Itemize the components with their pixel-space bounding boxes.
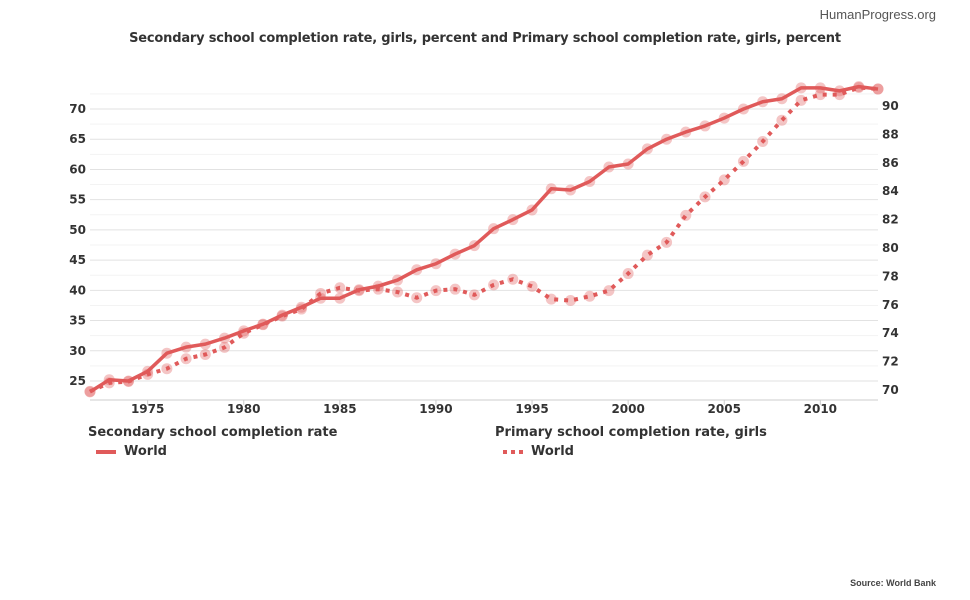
data-point [295, 303, 307, 315]
legend-item-secondary-world[interactable]: World [88, 444, 337, 459]
x-tick-label: 1990 [419, 402, 452, 416]
y-right-tick-label: 78 [882, 269, 899, 283]
y-right-tick-label: 88 [882, 127, 899, 141]
solid-line-swatch [96, 449, 116, 454]
x-tick-label: 2005 [708, 402, 741, 416]
y-right-tick-label: 86 [882, 156, 899, 170]
y-left-tick-label: 30 [69, 344, 86, 358]
y-right-tick-label: 76 [882, 298, 899, 312]
series-primary [84, 82, 884, 397]
data-point [776, 114, 788, 126]
legend-primary: Primary school completion rate, girls Wo… [495, 425, 767, 459]
y-left-tick-label: 45 [69, 253, 86, 267]
legend-item-primary-world[interactable]: World [495, 444, 767, 459]
data-point [564, 295, 576, 307]
y-left-tick-label: 65 [69, 132, 86, 146]
x-tick-label: 1975 [131, 402, 164, 416]
data-point [814, 89, 826, 101]
y-right-tick-label: 70 [882, 383, 899, 397]
brand-label[interactable]: HumanProgress.org [819, 7, 936, 22]
y-right-tick-label: 74 [882, 326, 899, 340]
chart-area: 25 30 35 40 45 50 55 60 65 70 70 72 74 76 78 80 82 84 86 8… [69, 81, 899, 416]
x-tick-label: 1995 [515, 402, 548, 416]
x-tick-label: 2010 [804, 402, 837, 416]
legend-secondary: Secondary school completion rate World [88, 425, 337, 459]
y-left-tick-label: 35 [69, 314, 86, 328]
y-left-tick-label: 70 [69, 102, 86, 116]
y-left-tick-label: 40 [69, 283, 86, 297]
series-line [89, 84, 879, 394]
x-tick-label: 1985 [323, 402, 356, 416]
data-point [584, 290, 596, 302]
y-right-tick-label: 90 [882, 99, 899, 113]
y-right-tick-label: 72 [882, 355, 899, 369]
legend-group-title: Secondary school completion rate [88, 425, 338, 440]
dotted-line-swatch [503, 449, 523, 454]
x-tick-label: 2000 [611, 402, 644, 416]
y-right-tick-label: 84 [882, 184, 899, 198]
source-label: Source: World Bank [850, 578, 936, 588]
legend-label: World [531, 444, 574, 459]
x-tick-label: 1980 [227, 402, 260, 416]
y-left-tick-label: 55 [69, 193, 86, 207]
legend-label: World [124, 444, 167, 459]
y-right-tick-label: 82 [882, 213, 899, 227]
series-line [89, 85, 879, 394]
y-left-tick-label: 60 [69, 162, 86, 176]
data-point [872, 83, 884, 95]
y-left-tick-label: 25 [69, 374, 86, 388]
legend-group-title: Primary school completion rate, girls [495, 425, 767, 440]
y-right-tick-label: 80 [882, 241, 899, 255]
chart-title: Secondary school completion rate, girls,… [129, 31, 841, 46]
y-left-tick-label: 50 [69, 223, 86, 237]
